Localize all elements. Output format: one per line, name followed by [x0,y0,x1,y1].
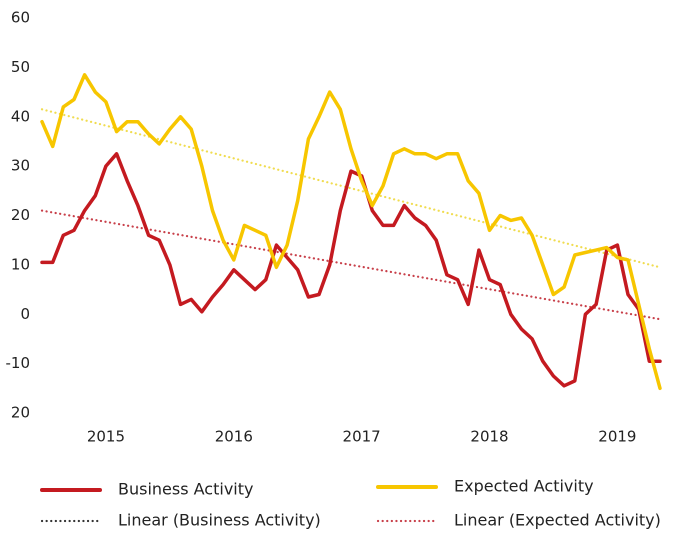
y-tick-label: 20 [11,404,30,422]
y-tick-label: 20 [11,206,30,224]
trend-line [40,108,662,269]
x-tick-label: 2016 [215,428,253,446]
trend-line [40,209,662,321]
x-tick-label: 2018 [470,428,508,446]
y-tick-label: 30 [11,157,30,175]
series-line [40,73,662,391]
y-tick-label: 40 [11,107,30,125]
x-tick-label: 2015 [87,428,125,446]
x-tick-label: 2019 [598,428,636,446]
y-tick-label: 0 [20,305,30,323]
y-tick-label: -10 [6,354,31,372]
y-tick-label: 50 [11,58,30,76]
series-line [40,152,662,388]
legend-label: Expected Activity [454,477,594,496]
y-tick-label: 60 [11,9,30,27]
legend-label: Business Activity [118,480,253,499]
legend-label: Linear (Business Activity) [118,511,321,530]
legend-label: Linear (Expected Activity) [454,511,661,530]
y-tick-label: 10 [11,255,30,273]
x-tick-label: 2017 [343,428,381,446]
